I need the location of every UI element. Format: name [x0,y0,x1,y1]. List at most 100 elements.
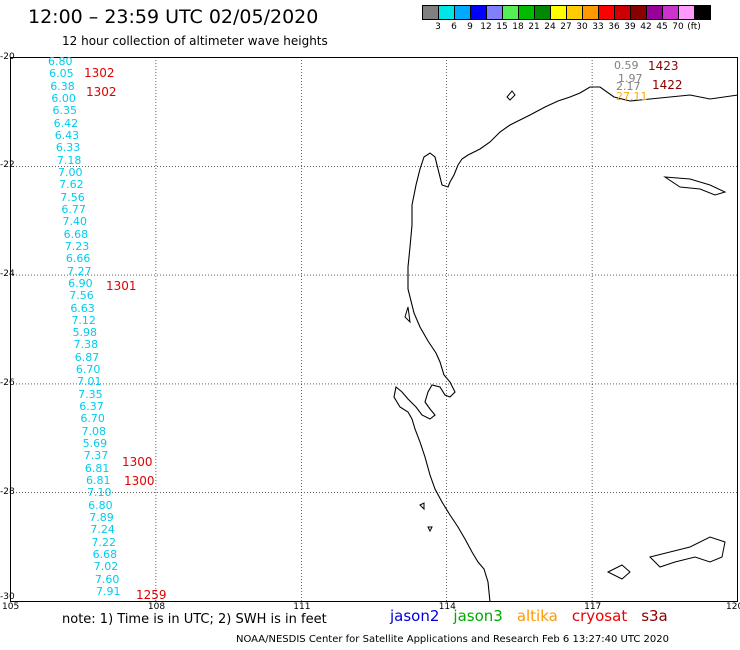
colorbar-label: 27 [560,22,572,32]
colorbar-label: 12 [480,22,492,32]
time-label: 1423 [648,59,679,73]
time-label: 1300 [124,474,155,488]
wave-height-value: 7.35 [78,387,103,401]
wave-height-value: 6.68 [92,548,118,562]
time-label: 1302 [86,85,117,99]
time-label: 1259 [136,588,167,602]
colorbar-swatch [550,5,567,20]
note-text: note: 1) Time is in UTC; 2) SWH is in fe… [62,612,327,627]
wave-height-value: 2.17 [616,80,641,93]
colorbar-label: 15 [496,22,508,32]
wave-height-value: 7.56 [60,190,85,204]
longitude-label: 120 [726,602,740,612]
colorbar-swatch [454,5,471,20]
wave-height-value: 7.89 [89,511,114,525]
wave-height-value: 6.38 [50,79,75,93]
colorbar-swatch [518,5,535,20]
wave-height-value: 6.80 [48,55,73,68]
colorbar-label: 45 [656,22,668,32]
footer-credit: NOAA/NESDIS Center for Satellite Applica… [236,634,669,645]
island-1 [506,90,516,101]
wave-height-value: 7.12 [71,313,96,327]
wave-height-value: 5.69 [82,437,108,451]
colorbar-swatch [422,5,439,20]
map-frame [10,57,738,602]
colorbar-swatch [598,5,615,20]
wave-height-value: 7.40 [62,215,88,229]
wave-height-value: 6.35 [52,104,77,118]
longitude-label: 117 [584,602,602,612]
wave-height-value: 7.37 [83,449,109,463]
island-3 [404,306,411,324]
latitude-label: -20 [0,51,15,62]
wave-height-value: 7.22 [91,535,117,549]
wave-height-value: 7.91 [96,585,121,598]
colorbar-label: 18 [512,22,524,32]
map-canvas [10,57,738,602]
colorbar-label: 6 [451,22,457,32]
colorbar-label: 39 [624,22,636,32]
wave-height-value: 27.11 [616,90,648,103]
island-2 [663,176,727,196]
colorbar-swatch [614,5,631,20]
wave-height-value: 7.23 [64,239,90,253]
time-label: 1422 [652,78,683,92]
wave-height-value: 6.33 [55,141,81,155]
colorbar-swatch [534,5,551,20]
colorbar-label: (ft) [687,22,701,32]
satellite-legend-item: altika [516,607,558,625]
latitude-label: -26 [0,377,15,388]
map-panel: -20 -22 -24 -26 -28 -30 105 108 111 114 117 120 6.… [0,52,740,613]
latitude-label: -30 [0,591,15,602]
wave-height-value: 7.60 [94,572,120,586]
colorbar-label: 33 [592,22,604,32]
wave-height-value: 6.70 [75,363,101,377]
colorbar-swatch [566,5,583,20]
colorbar-swatch [678,5,695,20]
colorbar-label: 21 [528,22,540,32]
page-title: 12:00 – 23:59 UTC 02/05/2020 [28,6,319,28]
colorbar-swatch [486,5,503,20]
wave-height-value: 6.81 [85,474,111,488]
colorbar-swatch [582,5,599,20]
latitude-label: -24 [0,269,15,280]
wave-height-value: 6.87 [74,350,100,364]
longitude-label: 114 [438,602,456,612]
latitude-label: -22 [0,160,15,171]
satellite-legend-item: cryosat [571,607,628,625]
wave-height-value: 7.08 [81,424,106,438]
colorbar-label: 70 [672,22,684,32]
wave-height-value: 6.80 [88,498,113,512]
wave-height-value: 6.81 [84,461,110,475]
colorbar-swatch [438,5,455,20]
wave-height-value: 1.97 [618,72,643,85]
island-6 [419,502,433,533]
time-label: 1302 [84,66,115,80]
wave-height-value: 7.01 [77,375,102,389]
wave-height-value: 7.27 [66,264,92,278]
wave-height-value: 6.63 [70,301,95,315]
island-4 [649,536,726,568]
wave-height-value: 7.38 [73,338,99,352]
colorbar-swatch [502,5,519,20]
colorbar-label: 3 [435,22,441,32]
satellite-legend-item: s3a [641,607,668,625]
coastline [393,86,738,602]
wave-height-colorbar [422,5,711,20]
longitude-label: 105 [2,602,20,612]
colorbar-swatch [630,5,647,20]
island-5 [606,564,631,580]
wave-height-value: 0.59 [614,59,639,72]
wave-height-value: 6.90 [68,276,93,290]
satellite-legend: jason2 jason3 altika cryosat s3a [390,606,682,625]
satellite-legend-item: jason3 [453,607,503,625]
colorbar-swatch [694,5,711,20]
wave-height-value: 7.02 [93,560,119,574]
wave-height-value: 6.05 [49,67,74,81]
colorbar-swatch [646,5,663,20]
time-label: 1300 [122,455,153,469]
wave-height-value: 7.62 [59,178,84,192]
wave-height-value: 6.43 [54,128,80,142]
longitude-label: 108 [147,602,166,612]
colorbar-swatch [662,5,679,20]
